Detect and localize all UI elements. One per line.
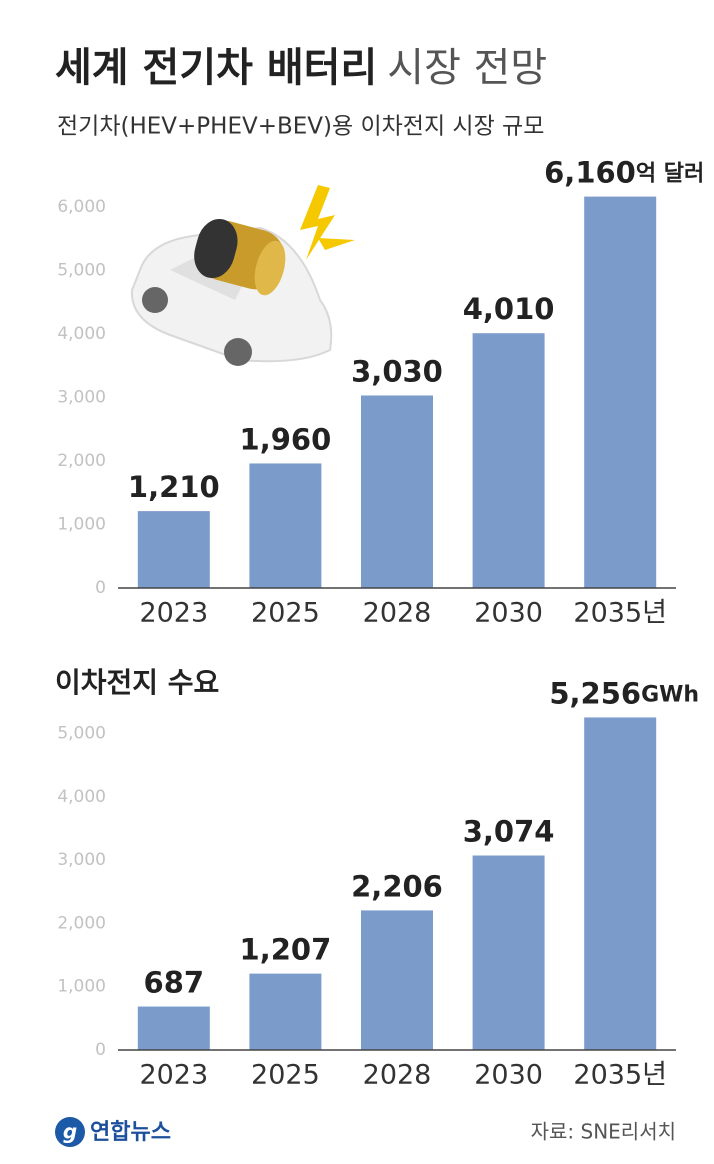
x-tick-label: 2028 (363, 598, 432, 629)
value-label: 1,207 (240, 933, 332, 967)
y-tick-label: 3,000 (57, 850, 106, 870)
value-label-number: 3,030 (351, 354, 443, 388)
value-label-number: 4,010 (463, 292, 555, 326)
y-tick-label: 2,000 (57, 913, 106, 933)
value-label-number: 1,210 (128, 470, 220, 504)
y-tick-label: 1,000 (57, 514, 106, 534)
bar (249, 463, 322, 588)
value-label-number: 1,960 (240, 422, 332, 456)
x-tick-label: 2023 (139, 1060, 208, 1091)
x-tick-label: 2030 (474, 1060, 543, 1091)
value-label: 2,206 (351, 869, 443, 903)
title-light: 시장 전망 (387, 45, 547, 91)
value-label-number: 2,206 (351, 869, 443, 903)
x-tick-label: 2035년 (573, 598, 667, 629)
bar (584, 717, 657, 1050)
value-label: 3,074 (463, 814, 555, 848)
subtitle: 전기차(HEV+PHEV+BEV)용 이차전지 시장 규모 (57, 114, 544, 140)
value-label: 1,210 (128, 470, 220, 504)
logo-text: 연합뉴스 (90, 1119, 171, 1145)
source: 자료: SNE리서치 (531, 1120, 676, 1144)
bar (249, 973, 322, 1050)
y-tick-label: 4,000 (57, 787, 106, 807)
chart-title: 이차전지 수요 (55, 666, 219, 699)
y-tick-label: 2,000 (57, 451, 106, 471)
value-label-number: 1,207 (240, 933, 332, 967)
value-label: 687 (144, 966, 205, 1000)
bar (472, 333, 545, 588)
svg-text:g: g (63, 1120, 77, 1144)
x-tick-label: 2030 (474, 598, 543, 629)
y-tick-label: 3,000 (57, 387, 106, 407)
bar (361, 910, 433, 1050)
x-tick-label: 2025 (251, 598, 320, 629)
value-label-number: 687 (144, 966, 205, 1000)
y-tick-label: 0 (95, 578, 106, 598)
y-tick-label: 1,000 (57, 977, 106, 997)
title-bold: 세계 전기차 배터리 (55, 45, 377, 91)
value-label: 6,160억 달러 (544, 156, 704, 190)
x-tick-label: 2028 (363, 1060, 432, 1091)
y-tick-label: 4,000 (57, 324, 106, 344)
value-label-number: 5,256 (549, 676, 641, 710)
logo: g 연합뉴스 (55, 1117, 171, 1147)
y-tick-label: 6,000 (57, 197, 106, 217)
y-tick-label: 0 (95, 1040, 106, 1060)
value-label-number: 6,160 (544, 156, 636, 190)
value-label: 5,256GWh (549, 676, 699, 710)
y-tick-label: 5,000 (57, 260, 106, 280)
bar (584, 196, 657, 588)
value-label: 3,030 (351, 354, 443, 388)
x-tick-label: 2023 (139, 598, 208, 629)
value-label: 4,010 (463, 292, 555, 326)
unit-label: 억 달러 (636, 162, 704, 187)
value-label: 1,960 (240, 422, 332, 456)
car-illustration (130, 185, 355, 366)
bar (361, 395, 433, 588)
x-tick-label: 2035년 (573, 1060, 667, 1091)
value-label-number: 3,074 (463, 814, 555, 848)
bar (472, 855, 545, 1050)
title: 세계 전기차 배터리 시장 전망 (55, 45, 547, 91)
unit-label: GWh (641, 682, 699, 707)
y-tick-label: 5,000 (57, 724, 106, 744)
bar (137, 1006, 210, 1050)
bar (137, 511, 210, 588)
x-tick-label: 2025 (251, 1060, 320, 1091)
